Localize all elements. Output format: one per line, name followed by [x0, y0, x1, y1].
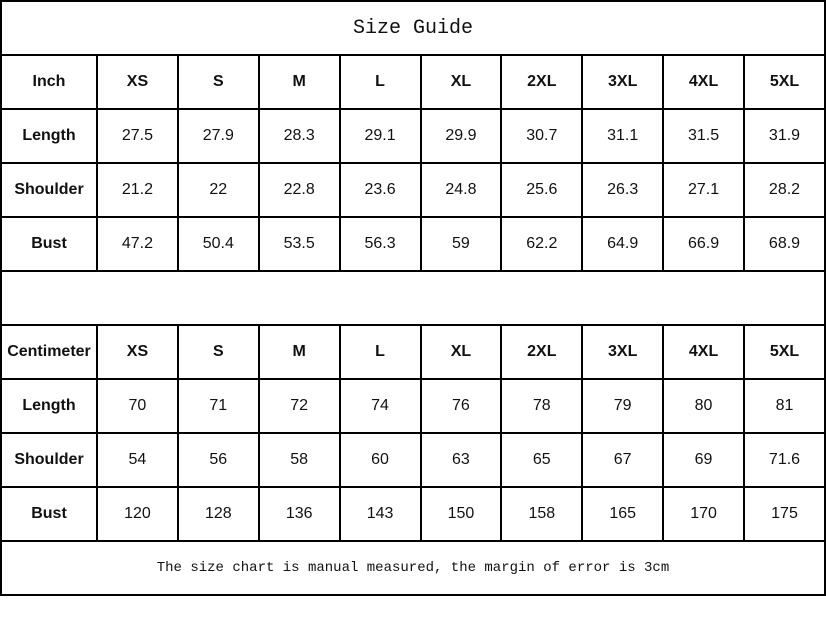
value-cell: 28.2 — [743, 162, 826, 218]
size-header: 4XL — [662, 54, 745, 110]
size-guide-table: Size Guide Inch XS S M L XL 2XL 3XL 4XL 5XL Length 2… — [0, 0, 826, 596]
size-header: XS — [96, 324, 179, 380]
value-cell: 29.9 — [419, 108, 503, 164]
size-header: 4XL — [662, 324, 745, 380]
unit-label: Inch — [0, 54, 98, 110]
value-cell: 70 — [96, 378, 179, 434]
size-header: XL — [419, 324, 503, 380]
value-cell: 143 — [338, 486, 422, 542]
row-label: Shoulder — [0, 432, 98, 488]
size-header: M — [257, 324, 341, 380]
table-row: Shoulder 21.2 22 22.8 23.6 24.8 25.6 26.3 27.1 28… — [0, 162, 826, 218]
unit-label: Centimeter — [0, 324, 98, 380]
header-row: Inch XS S M L XL 2XL 3XL 4XL 5XL — [0, 54, 826, 110]
value-cell: 53.5 — [257, 216, 341, 272]
value-cell: 21.2 — [96, 162, 179, 218]
value-cell: 26.3 — [581, 162, 665, 218]
value-cell: 150 — [419, 486, 503, 542]
value-cell: 79 — [581, 378, 665, 434]
value-cell: 59 — [419, 216, 503, 272]
value-cell: 78 — [500, 378, 584, 434]
header-row: Centimeter XS S M L XL 2XL 3XL 4XL 5XL — [0, 324, 826, 380]
spacer-cell — [0, 270, 826, 326]
size-header: 2XL — [500, 324, 584, 380]
note-row: The size chart is manual measured, the m… — [0, 540, 826, 596]
value-cell: 81 — [743, 378, 826, 434]
table-row: Shoulder 54 56 58 60 63 65 67 69 71.6 — [0, 432, 826, 488]
value-cell: 71.6 — [743, 432, 826, 488]
value-cell: 23.6 — [338, 162, 422, 218]
size-header: 5XL — [743, 324, 826, 380]
value-cell: 76 — [419, 378, 503, 434]
value-cell: 69 — [662, 432, 745, 488]
value-cell: 67 — [581, 432, 665, 488]
value-cell: 22.8 — [257, 162, 341, 218]
size-header: 3XL — [581, 54, 665, 110]
value-cell: 128 — [176, 486, 260, 542]
value-cell: 22 — [176, 162, 260, 218]
value-cell: 80 — [662, 378, 745, 434]
value-cell: 64.9 — [581, 216, 665, 272]
size-header: XL — [419, 54, 503, 110]
table-row: Bust 120 128 136 143 150 158 165 170 175 — [0, 486, 826, 542]
value-cell: 60 — [338, 432, 422, 488]
value-cell: 30.7 — [500, 108, 584, 164]
footnote: The size chart is manual measured, the m… — [0, 540, 826, 596]
row-label: Bust — [0, 486, 98, 542]
size-header: M — [257, 54, 341, 110]
table-row: Length 27.5 27.9 28.3 29.1 29.9 30.7 31.1 31.5 31… — [0, 108, 826, 164]
value-cell: 56 — [176, 432, 260, 488]
size-header: L — [338, 324, 422, 380]
size-header: 3XL — [581, 324, 665, 380]
size-header: XS — [96, 54, 179, 110]
value-cell: 170 — [662, 486, 745, 542]
value-cell: 62.2 — [500, 216, 584, 272]
value-cell: 27.9 — [176, 108, 260, 164]
value-cell: 56.3 — [338, 216, 422, 272]
value-cell: 71 — [176, 378, 260, 434]
value-cell: 24.8 — [419, 162, 503, 218]
value-cell: 74 — [338, 378, 422, 434]
row-label: Length — [0, 108, 98, 164]
value-cell: 29.1 — [338, 108, 422, 164]
spacer-row — [0, 270, 826, 326]
value-cell: 27.5 — [96, 108, 179, 164]
value-cell: 158 — [500, 486, 584, 542]
value-cell: 54 — [96, 432, 179, 488]
page-title: Size Guide — [0, 0, 826, 56]
value-cell: 175 — [743, 486, 826, 542]
value-cell: 72 — [257, 378, 341, 434]
table-row: Bust 47.2 50.4 53.5 56.3 59 62.2 64.9 66.9 68.9 — [0, 216, 826, 272]
value-cell: 27.1 — [662, 162, 745, 218]
value-cell: 47.2 — [96, 216, 179, 272]
size-header: L — [338, 54, 422, 110]
value-cell: 65 — [500, 432, 584, 488]
size-header: S — [176, 324, 260, 380]
value-cell: 58 — [257, 432, 341, 488]
table-row: Length 70 71 72 74 76 78 79 80 81 — [0, 378, 826, 434]
value-cell: 28.3 — [257, 108, 341, 164]
row-label: Shoulder — [0, 162, 98, 218]
value-cell: 50.4 — [176, 216, 260, 272]
value-cell: 25.6 — [500, 162, 584, 218]
value-cell: 68.9 — [743, 216, 826, 272]
title-row: Size Guide — [0, 0, 826, 56]
value-cell: 31.5 — [662, 108, 745, 164]
size-header: 2XL — [500, 54, 584, 110]
size-header: S — [176, 54, 260, 110]
row-label: Bust — [0, 216, 98, 272]
size-header: 5XL — [743, 54, 826, 110]
value-cell: 66.9 — [662, 216, 745, 272]
value-cell: 63 — [419, 432, 503, 488]
value-cell: 120 — [96, 486, 179, 542]
value-cell: 136 — [257, 486, 341, 542]
row-label: Length — [0, 378, 98, 434]
value-cell: 31.1 — [581, 108, 665, 164]
value-cell: 165 — [581, 486, 665, 542]
value-cell: 31.9 — [743, 108, 826, 164]
